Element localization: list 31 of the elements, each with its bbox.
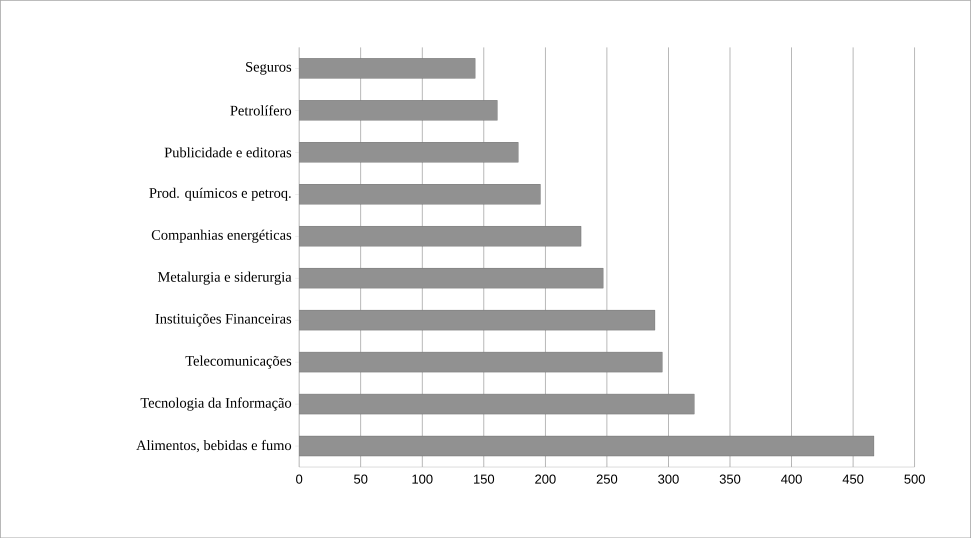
y-tick-label: Petrolífero bbox=[230, 104, 292, 116]
x-tick-label: 450 bbox=[842, 474, 864, 484]
x-tick-label: 500 bbox=[904, 474, 925, 484]
x-tick-label: 200 bbox=[535, 474, 556, 484]
y-tick-label: Telecomunicações bbox=[186, 355, 292, 368]
bar bbox=[299, 184, 541, 204]
x-tick-label: 350 bbox=[720, 474, 740, 484]
x-tick-label: 0 bbox=[296, 474, 302, 484]
bar bbox=[299, 226, 582, 246]
y-tick-label: Companhias energéticas bbox=[152, 229, 292, 243]
bar bbox=[299, 268, 604, 288]
x-tick-label: 300 bbox=[658, 474, 679, 484]
y-tick-label: Tecnologia da Informação bbox=[140, 397, 292, 411]
x-tick-label: 400 bbox=[781, 474, 802, 484]
x-tick-label: 150 bbox=[474, 474, 494, 484]
bar bbox=[299, 142, 518, 162]
x-tick-label: 100 bbox=[412, 474, 433, 484]
x-tick-label: 50 bbox=[354, 474, 368, 484]
bar bbox=[299, 100, 498, 120]
y-tick-label: Metalurgia e siderurgia bbox=[158, 271, 292, 285]
bar bbox=[299, 394, 694, 414]
y-tick-label: Seguros bbox=[246, 62, 292, 75]
y-tick-label: Instituições Financeiras bbox=[155, 314, 292, 326]
y-tick-label: Prod. químicos e petroq. bbox=[149, 188, 291, 201]
bar bbox=[299, 436, 874, 456]
bar bbox=[299, 310, 656, 330]
bar bbox=[299, 352, 662, 372]
y-tick-label: Publicidade e editoras bbox=[164, 147, 292, 158]
x-tick-label: 250 bbox=[596, 474, 618, 484]
y-tick-label: Alimentos, bebidas e fumo bbox=[136, 440, 292, 452]
bar bbox=[299, 58, 476, 78]
